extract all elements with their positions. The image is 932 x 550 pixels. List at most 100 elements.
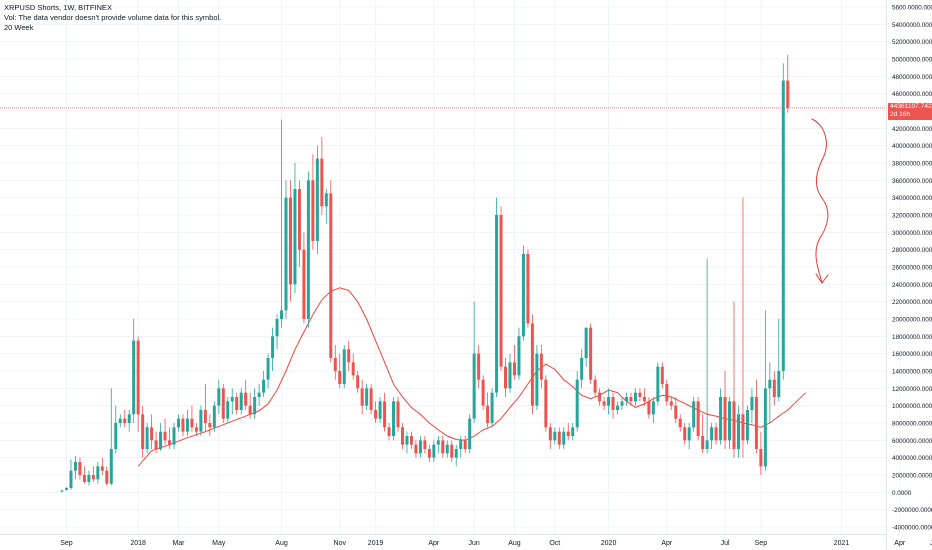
candle-body [481,379,485,406]
candle [454,444,458,467]
candle-body [306,180,310,319]
time-tick-label: Mar [172,540,185,547]
candle-body [347,349,351,363]
candle [400,423,404,449]
price-tick-label: 46000000.0000 [892,91,932,98]
candle [517,327,521,380]
candle-body [463,440,467,449]
candle [145,423,149,454]
candle-body [490,392,494,423]
candle-body [185,418,189,432]
candle [499,206,503,371]
candle-body [141,414,145,449]
candle-body [772,379,776,397]
time-tick-label: Apr [894,540,906,547]
candle-body [69,470,73,488]
candle-body [745,410,749,441]
candle-body [781,80,785,372]
candle [78,457,82,480]
candle [82,466,86,484]
candle [150,414,154,449]
candle-body [562,431,566,445]
candle [311,154,315,250]
candle [280,119,284,328]
candle [387,423,391,441]
candle [235,392,239,415]
price-tick-label: 34000000.0000 [892,195,932,202]
candle [459,436,463,458]
candle [369,384,373,415]
candle [414,440,418,458]
candle-body [253,397,257,415]
candle [495,197,499,397]
candle-body [212,405,216,428]
candle [674,397,678,423]
price-tick-label: 18000000.0000 [892,334,932,341]
candle-body [692,401,696,428]
candle [710,423,714,449]
candle-body [584,327,588,358]
candle [239,388,243,415]
candle-body [427,449,431,458]
candle [535,345,539,410]
candle-body [288,197,292,285]
candle-body [638,392,642,397]
candle [109,388,113,486]
candle-body [557,431,561,445]
candle-body [624,397,628,402]
price-tick-label: 26000000.0000 [892,265,932,272]
candle [642,388,646,406]
candle [557,427,561,449]
candle-body [504,366,508,389]
candle [181,414,185,436]
candle [64,487,68,491]
price-tick-label: 12000000.0000 [892,386,932,393]
price-tick-label: 30000000.0000 [892,230,932,237]
candle [73,455,77,480]
candle [118,414,122,428]
candle-body [208,423,212,428]
candle-body [651,401,655,415]
candle [490,388,494,428]
price-tick-label: 54000000.0000 [892,22,932,29]
time-tick-label: Aug [275,540,288,547]
candle-body [96,466,100,480]
candle-body [571,427,575,436]
time-tick-label: 2018 [130,540,146,547]
candle-body [459,440,463,449]
time-tick-label: Sep [60,540,73,547]
candle [620,397,624,410]
candle-body [548,427,552,441]
candle-body [105,470,109,484]
candle-body [432,444,436,458]
candle [378,397,382,423]
candle [656,362,660,406]
candle [230,388,234,415]
candle-body [696,401,700,436]
candle [786,54,790,113]
candle-body [154,440,158,449]
candle [436,436,440,454]
candle [356,371,360,393]
annotation-wave [811,118,829,283]
time-axis[interactable]: Sep 2018 Mar May Aug Nov 2019 Apr Jun Aug Oct 2020 A… [60,540,932,547]
price-axis[interactable]: -4000000.0000 -2000000.0000 0.0000 2000000.… [892,5,932,532]
candle [593,375,597,397]
candle [221,384,225,423]
candle [383,392,387,432]
annotation-layer[interactable] [811,118,829,284]
candle [732,301,736,458]
time-tick-label: Jul [721,540,730,547]
time-tick-label: May [212,540,226,547]
candle [347,340,351,371]
candle [226,397,230,423]
candle [750,388,754,423]
candle-body [360,388,364,406]
candle-body [203,410,207,423]
candle [629,392,633,406]
candle [463,436,467,454]
candle [508,353,512,393]
time-tick-label: 2021 [834,540,850,547]
